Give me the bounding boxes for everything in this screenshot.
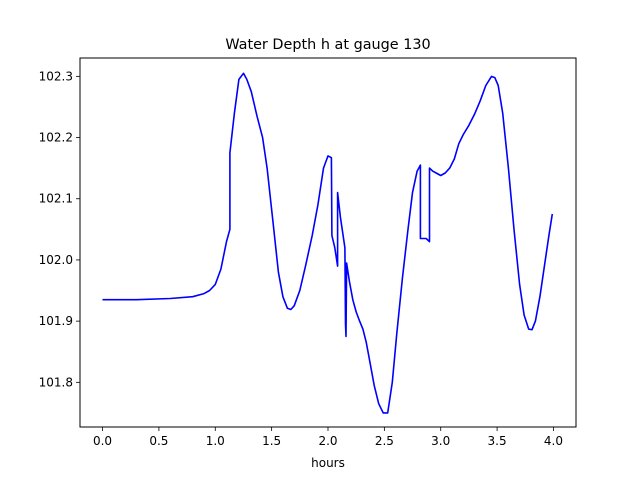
y-axis: 101.8 101.9 102.0 102.1 102.2 102.3 <box>39 69 80 389</box>
x-tick-label: 4.0 <box>544 434 563 448</box>
x-tick-label: 3.0 <box>431 434 450 448</box>
series-line-0 <box>102 72 554 414</box>
y-tick-label: 101.9 <box>39 314 73 328</box>
y-tick-label: 102.2 <box>39 131 73 145</box>
y-tick-label: 102.0 <box>39 253 73 267</box>
x-tick-label: 3.5 <box>488 434 507 448</box>
plot-frame <box>79 57 577 428</box>
x-tick-label: 0.0 <box>93 434 112 448</box>
x-tick-label: 1.0 <box>206 434 225 448</box>
plot-area <box>102 72 554 414</box>
x-axis-label: hours <box>311 456 345 470</box>
x-tick-label: 1.5 <box>262 434 281 448</box>
x-axis: 0.0 0.5 1.0 1.5 2.0 2.5 3.0 3.5 4.0 <box>93 427 563 448</box>
x-tick-label: 2.5 <box>375 434 394 448</box>
chart-title: Water Depth h at gauge 130 <box>225 37 430 53</box>
y-tick-label: 101.8 <box>39 375 73 389</box>
x-tick-label: 0.5 <box>149 434 168 448</box>
x-tick-label: 2.0 <box>318 434 337 448</box>
y-tick-label: 102.3 <box>39 69 73 83</box>
y-tick-label: 102.1 <box>39 192 73 206</box>
